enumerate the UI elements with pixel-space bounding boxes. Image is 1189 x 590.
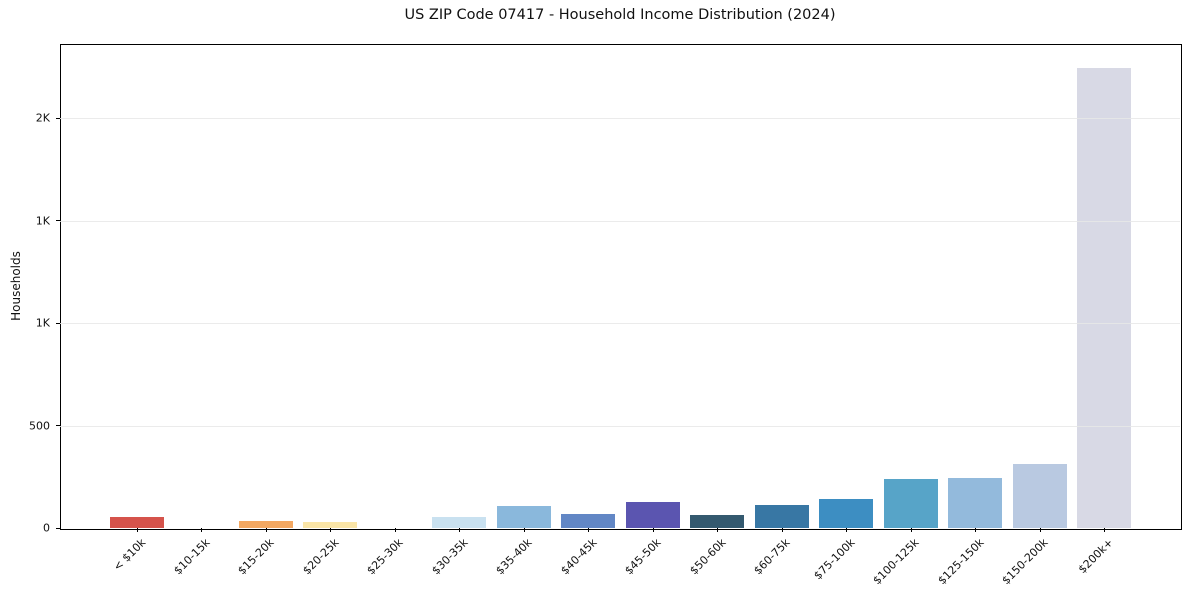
x-tick-mark <box>394 528 396 532</box>
x-tick-mark <box>201 528 203 532</box>
bar <box>1077 67 1132 528</box>
x-tick-label: $150-200k <box>999 536 1051 588</box>
x-tick-mark <box>459 528 461 532</box>
x-tick-mark <box>846 528 848 532</box>
x-tick-mark <box>330 528 332 532</box>
x-tick-label: $15-20k <box>235 536 277 578</box>
y-tick-label: 0 <box>43 521 50 535</box>
y-tick-mark <box>56 220 60 222</box>
bar <box>754 504 809 528</box>
y-tick-mark <box>56 425 60 427</box>
bar <box>1012 463 1067 528</box>
bar <box>625 501 680 528</box>
x-tick-label: $75-100k <box>811 536 858 583</box>
x-tick-mark <box>717 528 719 532</box>
x-tick-label: $45-50k <box>622 536 664 578</box>
x-tick-mark <box>652 528 654 532</box>
gridline <box>60 323 1180 324</box>
x-tick-label: $30-35k <box>429 536 471 578</box>
plot-area <box>60 44 1182 530</box>
y-axis-label: Households <box>9 251 23 321</box>
x-tick-label: $40-45k <box>558 536 600 578</box>
bar <box>883 478 938 528</box>
y-tick-label: 500 <box>29 419 50 432</box>
y-tick-mark <box>56 527 60 529</box>
x-tick-label: $10-15k <box>171 536 213 578</box>
x-tick-label: $60-75k <box>751 536 793 578</box>
x-tick-label: $200k+ <box>1075 536 1116 577</box>
x-tick-label: $100-125k <box>870 536 922 588</box>
bar <box>819 498 874 528</box>
x-tick-mark <box>975 528 977 532</box>
x-tick-mark <box>1039 528 1041 532</box>
y-tick-label: 2K <box>35 111 50 125</box>
bar <box>109 517 164 528</box>
gridline <box>60 425 1180 427</box>
x-tick-label: < $10k <box>110 536 148 574</box>
y-tick-mark <box>56 322 60 324</box>
bar <box>948 478 1003 528</box>
x-tick-label: $50-60k <box>687 536 729 578</box>
x-tick-mark <box>523 528 525 532</box>
x-tick-label: $20-25k <box>300 536 342 578</box>
x-tick-mark <box>136 528 138 532</box>
bar <box>432 517 487 528</box>
x-tick-label: $25-30k <box>364 536 406 578</box>
x-tick-mark <box>1104 528 1106 532</box>
x-tick-label: $125-150k <box>935 536 987 588</box>
gridline <box>60 118 1180 119</box>
y-tick-label: 1K <box>35 214 50 227</box>
gridline <box>60 220 1180 222</box>
x-tick-mark <box>910 528 912 532</box>
x-tick-label: $35-40k <box>493 536 535 578</box>
bar <box>496 506 551 528</box>
chart-title: US ZIP Code 07417 - Household Income Dis… <box>404 7 836 23</box>
y-tick-mark <box>56 117 60 119</box>
y-tick-label: 1K <box>35 316 50 330</box>
x-tick-mark <box>588 528 590 532</box>
x-tick-mark <box>781 528 783 532</box>
bar <box>238 521 293 528</box>
bar <box>690 514 745 528</box>
bar <box>303 522 358 528</box>
bar <box>561 514 616 528</box>
x-tick-mark <box>265 528 267 532</box>
